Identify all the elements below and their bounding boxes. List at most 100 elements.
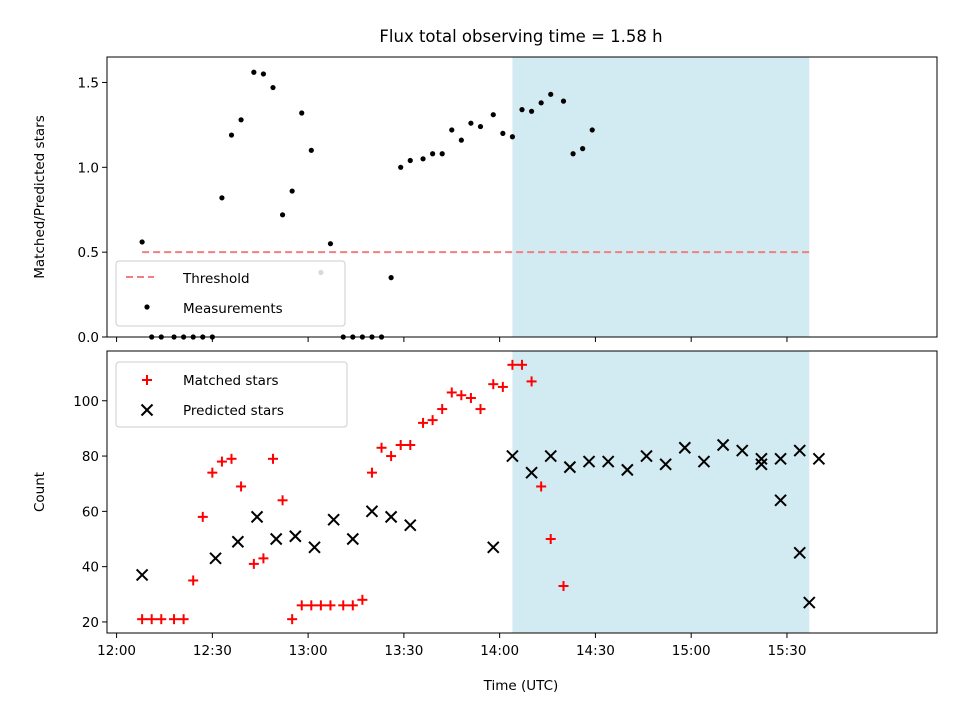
matched-star-point xyxy=(338,600,349,611)
measurement-point xyxy=(407,157,413,164)
measurement-point xyxy=(139,239,145,245)
matched-star-point xyxy=(497,381,508,392)
predicted-star-point xyxy=(793,546,806,560)
measurement-point xyxy=(251,69,257,75)
matched-star-point xyxy=(296,600,307,611)
matched-star-point xyxy=(287,614,298,625)
measurement-point xyxy=(299,110,305,116)
y-tick-label: 80 xyxy=(82,449,99,465)
y-tick-label: 60 xyxy=(82,504,99,520)
x-tick-label: 12:30 xyxy=(193,643,232,659)
y-tick-label: 1.5 xyxy=(78,75,99,91)
legend-label-threshold: Threshold xyxy=(182,271,250,287)
y-axis-label: Matched/Predicted stars xyxy=(32,115,48,278)
predicted-star-point xyxy=(209,552,222,565)
legend-box xyxy=(115,260,346,327)
predicted-star-point xyxy=(346,532,360,546)
measurement-point xyxy=(289,188,295,194)
predicted-star-point xyxy=(736,444,749,457)
top-panel: 0.0 0.5 1.0 1.5 Matched/Predicted stars Thres… xyxy=(32,56,938,346)
matched-star-point xyxy=(395,440,406,450)
legend: Matched stars Predicted stars xyxy=(115,361,348,428)
legend: Threshold Measurements xyxy=(115,260,346,327)
predicted-star-point xyxy=(716,438,730,452)
predicted-star-point xyxy=(384,510,398,524)
matched-star-point xyxy=(418,417,429,428)
matched-star-point xyxy=(306,600,317,611)
predicted-star-point xyxy=(803,596,816,609)
legend-measurement-swatch xyxy=(144,304,150,310)
matched-star-point xyxy=(427,415,438,426)
matched-star-point xyxy=(197,511,208,522)
matched-star-point xyxy=(178,614,189,625)
measurement-point xyxy=(538,100,544,106)
matched-star-point xyxy=(386,451,397,462)
predicted-star-point xyxy=(659,458,672,471)
measurement-point xyxy=(219,195,225,201)
matched-star-point xyxy=(437,404,448,415)
predicted-star-point xyxy=(563,460,577,474)
measurement-point xyxy=(388,275,394,281)
measurement-point xyxy=(548,91,554,97)
matched-star-point xyxy=(446,387,457,398)
matched-star-point xyxy=(277,495,288,506)
legend-box xyxy=(115,361,348,428)
matched-star-point xyxy=(536,481,547,492)
measurement-point xyxy=(260,71,267,77)
matched-star-point xyxy=(488,379,499,390)
measurement-point xyxy=(308,147,314,153)
matched-star-point xyxy=(376,442,387,453)
predicted-star-point xyxy=(793,444,806,457)
x-tick-label: 15:30 xyxy=(768,643,807,659)
predicted-star-point xyxy=(404,518,417,532)
legend-label-predicted: Predicted stars xyxy=(183,403,284,419)
predicted-star-point xyxy=(525,466,538,479)
predicted-star-point xyxy=(774,494,787,507)
measurement-point xyxy=(420,156,426,162)
predicted-star-point xyxy=(365,505,379,518)
measurement-point xyxy=(398,164,404,170)
measurement-point xyxy=(449,127,455,133)
measurement-point xyxy=(477,123,484,130)
predicted-star-point xyxy=(289,530,302,543)
measurement-point xyxy=(528,108,535,114)
y-tick-label: 20 xyxy=(82,615,99,631)
predicted-star-point xyxy=(487,541,500,554)
matched-star-point xyxy=(236,481,247,492)
matched-star-point xyxy=(137,614,148,625)
matched-star-point xyxy=(456,390,467,401)
axes-frame xyxy=(106,350,938,634)
y-tick-label: 40 xyxy=(82,560,99,576)
matched-star-point xyxy=(517,359,527,370)
predicted-star-point xyxy=(506,449,519,463)
x-tick-label: 13:30 xyxy=(384,643,423,659)
x-tick-label: 13:00 xyxy=(289,643,328,659)
y-tick-label: 1.0 xyxy=(78,160,99,176)
legend-label-measurements: Measurements xyxy=(183,301,283,317)
measurement-point xyxy=(279,212,286,218)
matched-star-point xyxy=(475,404,486,415)
matched-star-point xyxy=(268,453,278,464)
matched-star-point xyxy=(146,614,157,625)
matched-star-point xyxy=(507,359,518,370)
predicted-star-point xyxy=(621,463,634,477)
matched-star-point xyxy=(366,467,377,478)
predicted-star-point xyxy=(812,452,826,466)
x-tick-label: 14:30 xyxy=(576,643,615,659)
matched-star-point xyxy=(169,614,180,625)
x-axis-label: Time (UTC) xyxy=(483,678,559,694)
matched-star-point xyxy=(226,453,237,464)
matched-star-point xyxy=(325,600,336,611)
matched-star-point xyxy=(216,456,227,467)
matched-star-point xyxy=(207,467,218,478)
predicted-star-point xyxy=(269,532,283,546)
measurement-point xyxy=(560,98,567,104)
y-tick-label: 0.0 xyxy=(78,330,99,346)
legend-predicted-swatch xyxy=(140,403,154,417)
measurement-point xyxy=(509,134,516,140)
predicted-star-point xyxy=(755,458,768,471)
matched-star-point xyxy=(545,534,556,544)
predicted-star-point xyxy=(231,535,245,548)
measurement-point xyxy=(458,137,464,143)
measurement-point xyxy=(439,151,445,157)
